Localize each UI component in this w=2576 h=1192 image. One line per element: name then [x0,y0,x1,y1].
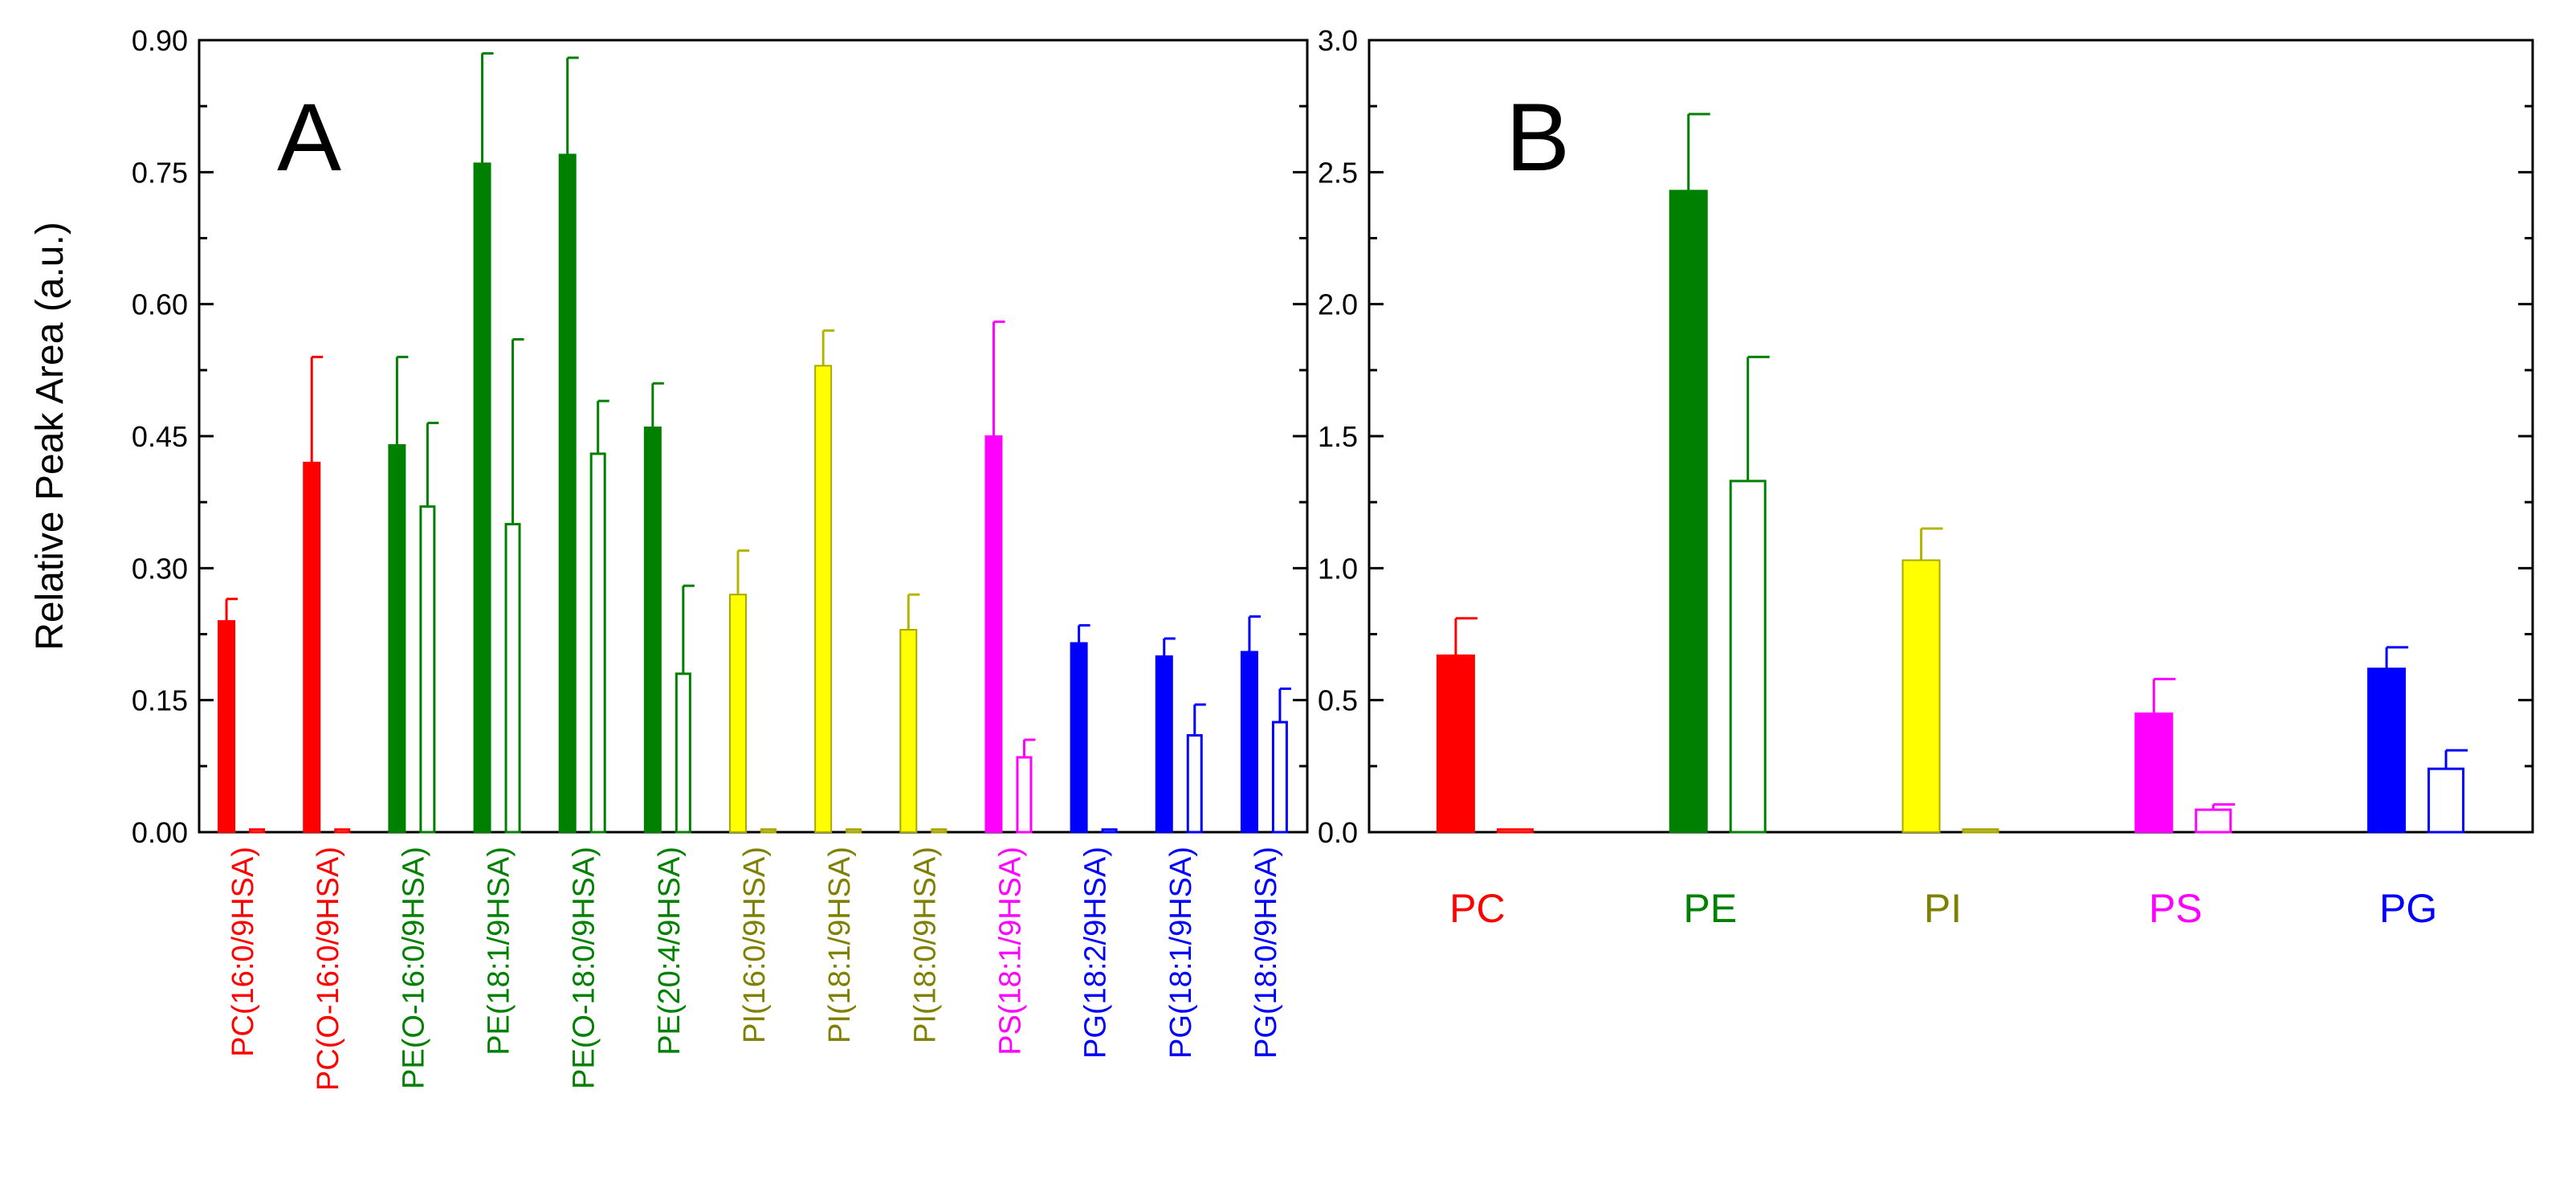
panel-a-ytick-label: 0.30 [132,552,188,585]
panel-b-ytick-label: 0.0 [1318,816,1358,849]
panel-a-bar-filled [984,435,1003,833]
panel-b-bar-filled [1436,654,1475,833]
panel-a-bar-open [589,452,606,834]
panel-a-category-label: PI(18:1/9HSA) [823,847,857,1043]
panel-a-letter: A [277,84,341,191]
panel-a-bar-filled [1240,651,1258,834]
panel-a-bar-open [419,505,436,834]
panel-b-bar-filled [2367,667,2407,834]
panel-a-bar-open [1271,721,1288,834]
panel-a-bar-open [675,672,691,834]
panel-a-category-label: PI(16:0/9HSA) [738,847,772,1043]
panel-a-category-label: PG(18:1/9HSA) [1164,847,1198,1059]
panel-a-bar-filled [558,153,577,833]
panel-a-bar-filled [643,427,662,833]
panel-a-bar-filled [473,162,491,833]
panel-a-ytick-label: 0.75 [132,156,188,189]
panel-a-category-label: PI(18:0/9HSA) [908,847,942,1043]
panel-a-ytick-label: 0.15 [132,684,188,717]
panel-a-ytick-label: 0.90 [132,24,188,57]
panel-b-ytick-label: 2.0 [1318,288,1358,321]
panel-a-bar-open [1101,828,1118,834]
panel-a-ytick-label: 0.60 [132,288,188,321]
panel-b-bar-open [2195,808,2232,834]
panel-a-bar-open [249,828,266,834]
panel-a-bar-filled [218,620,236,833]
panel-b-ytick-label: 1.5 [1318,420,1358,453]
panel-a-category-label: PC(16:0/9HSA) [226,847,260,1057]
panel-b-bar-filled [2134,712,2174,833]
panel-a-bar-open [931,828,948,834]
panel-a-category-label: PG(18:0/9HSA) [1249,847,1283,1059]
panel-b-bar-filled [1669,190,1708,833]
panel-a-bar-filled [303,461,321,833]
panel-b-bar-filled [1901,559,1941,833]
panel-a-ytick-label: 0.45 [132,420,188,453]
panel-a-bar-filled [1070,642,1088,834]
panel-a-category-label: PE(O-16:0/9HSA) [397,847,430,1089]
panel-b-bar-open [1962,828,1999,834]
panel-a-category-label: PE(18:1/9HSA) [483,847,516,1055]
panel-a-bar-filled [814,365,833,834]
panel-a-bar-open [334,828,351,834]
panel-a-bar-open [504,523,521,834]
panel-a-ytick-label: 0.00 [132,816,188,849]
panel-b-bar-open [1729,480,1767,834]
panel-a-bar-open [846,828,862,834]
panel-a-axes-frame [198,39,1309,834]
panel-a-category-label: PE(20:4/9HSA) [653,847,687,1055]
panel-a-bar-open [1016,756,1033,834]
panel-b-bar-open [1496,828,1534,834]
panel-b-category-label: PI [1924,886,1962,931]
panel-a-category-label: PC(O-16:0/9HSA) [312,847,345,1091]
panel-b-category-label: PS [2149,886,2203,931]
panel-b-ytick-label: 2.5 [1318,156,1358,189]
panel-b-letter: B [1506,84,1570,191]
panel-a-bar-filled [1155,655,1173,834]
panel-a-bar-filled [899,629,918,833]
panel-a-bar-open [760,828,776,834]
panel-a-category-label: PG(18:2/9HSA) [1079,847,1113,1059]
panel-a-category-label: PE(O-18:0/9HSA) [568,847,601,1089]
panel-a-bar-filled [729,594,747,833]
panel-a-category-label: PS(18:1/9HSA) [993,847,1027,1055]
panel-b-bar-open [2427,767,2465,834]
panel-b-ytick-label: 0.5 [1318,684,1358,717]
panel-a-ylabel: Relative Peak Area (a.u.) [29,222,71,651]
panel-b-category-label: PG [2379,886,2437,931]
panel-b-ytick-label: 1.0 [1318,552,1358,585]
panel-b-ytick-label: 3.0 [1318,24,1358,57]
panel-a-bar-filled [388,443,406,833]
panel-b-category-label: PE [1683,886,1737,931]
panel-b-category-label: PC [1449,886,1505,931]
panel-a-bar-open [1186,733,1203,834]
